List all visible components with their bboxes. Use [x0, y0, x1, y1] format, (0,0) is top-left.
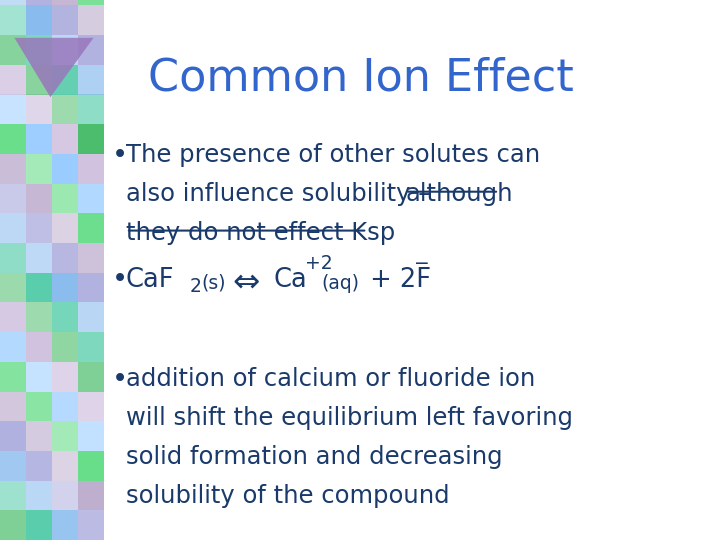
FancyBboxPatch shape — [78, 0, 104, 5]
Text: 2: 2 — [189, 277, 201, 296]
FancyBboxPatch shape — [26, 421, 52, 451]
FancyBboxPatch shape — [0, 451, 26, 481]
FancyBboxPatch shape — [104, 0, 720, 540]
Text: Ca: Ca — [274, 267, 307, 293]
FancyBboxPatch shape — [78, 332, 104, 362]
Text: •: • — [112, 367, 127, 393]
FancyBboxPatch shape — [52, 94, 78, 124]
FancyBboxPatch shape — [52, 392, 78, 421]
FancyBboxPatch shape — [0, 481, 26, 510]
FancyBboxPatch shape — [52, 213, 78, 243]
Text: will shift the equilibrium left favoring: will shift the equilibrium left favoring — [126, 406, 573, 430]
FancyBboxPatch shape — [52, 510, 78, 540]
FancyBboxPatch shape — [52, 362, 78, 392]
FancyBboxPatch shape — [78, 481, 104, 510]
FancyBboxPatch shape — [78, 362, 104, 392]
FancyBboxPatch shape — [78, 184, 104, 213]
Text: addition of calcium or fluoride ion: addition of calcium or fluoride ion — [126, 367, 535, 391]
FancyBboxPatch shape — [52, 35, 78, 65]
FancyBboxPatch shape — [0, 213, 26, 243]
FancyBboxPatch shape — [26, 124, 52, 154]
FancyBboxPatch shape — [26, 273, 52, 302]
FancyBboxPatch shape — [0, 94, 26, 124]
FancyBboxPatch shape — [0, 184, 26, 213]
FancyBboxPatch shape — [26, 243, 52, 273]
FancyBboxPatch shape — [52, 332, 78, 362]
FancyBboxPatch shape — [26, 94, 52, 124]
FancyBboxPatch shape — [52, 451, 78, 481]
Text: +2: +2 — [305, 254, 332, 273]
Text: •: • — [112, 267, 127, 293]
FancyBboxPatch shape — [0, 392, 26, 421]
Text: (aq): (aq) — [322, 274, 360, 293]
FancyBboxPatch shape — [0, 273, 26, 302]
FancyBboxPatch shape — [26, 0, 52, 5]
FancyBboxPatch shape — [0, 35, 26, 65]
FancyBboxPatch shape — [78, 94, 104, 124]
Text: solubility of the compound: solubility of the compound — [126, 484, 449, 508]
FancyBboxPatch shape — [26, 154, 52, 184]
FancyBboxPatch shape — [52, 0, 78, 5]
FancyBboxPatch shape — [52, 154, 78, 184]
Text: they do not effect Ksp: they do not effect Ksp — [126, 221, 395, 245]
FancyBboxPatch shape — [78, 451, 104, 481]
FancyBboxPatch shape — [0, 243, 26, 273]
FancyBboxPatch shape — [78, 213, 104, 243]
FancyBboxPatch shape — [52, 481, 78, 510]
FancyBboxPatch shape — [26, 213, 52, 243]
FancyBboxPatch shape — [52, 273, 78, 302]
FancyBboxPatch shape — [78, 302, 104, 332]
Polygon shape — [14, 38, 94, 97]
FancyBboxPatch shape — [26, 302, 52, 332]
FancyBboxPatch shape — [78, 65, 104, 94]
Text: −: − — [414, 254, 430, 273]
FancyBboxPatch shape — [78, 421, 104, 451]
FancyBboxPatch shape — [52, 243, 78, 273]
FancyBboxPatch shape — [52, 184, 78, 213]
FancyBboxPatch shape — [26, 5, 52, 35]
FancyBboxPatch shape — [78, 154, 104, 184]
FancyBboxPatch shape — [0, 332, 26, 362]
Text: (s): (s) — [202, 274, 226, 293]
FancyBboxPatch shape — [26, 332, 52, 362]
Text: The presence of other solutes can: The presence of other solutes can — [126, 143, 540, 167]
Text: Common Ion Effect: Common Ion Effect — [148, 57, 573, 100]
FancyBboxPatch shape — [52, 5, 78, 35]
FancyBboxPatch shape — [78, 35, 104, 65]
FancyBboxPatch shape — [0, 65, 26, 94]
FancyBboxPatch shape — [26, 184, 52, 213]
FancyBboxPatch shape — [52, 124, 78, 154]
Text: solid formation and decreasing: solid formation and decreasing — [126, 445, 503, 469]
FancyBboxPatch shape — [0, 362, 26, 392]
Text: •: • — [112, 143, 127, 169]
FancyBboxPatch shape — [78, 5, 104, 35]
FancyBboxPatch shape — [26, 481, 52, 510]
Text: + 2F: + 2F — [362, 267, 431, 293]
FancyBboxPatch shape — [78, 243, 104, 273]
FancyBboxPatch shape — [52, 65, 78, 94]
FancyBboxPatch shape — [0, 0, 26, 5]
FancyBboxPatch shape — [26, 510, 52, 540]
FancyBboxPatch shape — [78, 273, 104, 302]
Text: also influence solubility –: also influence solubility – — [126, 182, 438, 206]
FancyBboxPatch shape — [0, 5, 26, 35]
FancyBboxPatch shape — [0, 302, 26, 332]
FancyBboxPatch shape — [0, 421, 26, 451]
Text: although: although — [405, 182, 513, 206]
FancyBboxPatch shape — [52, 302, 78, 332]
Text: CaF: CaF — [126, 267, 174, 293]
Text: ⇔: ⇔ — [233, 266, 260, 299]
FancyBboxPatch shape — [26, 392, 52, 421]
FancyBboxPatch shape — [78, 510, 104, 540]
FancyBboxPatch shape — [0, 510, 26, 540]
FancyBboxPatch shape — [26, 65, 52, 94]
FancyBboxPatch shape — [78, 124, 104, 154]
FancyBboxPatch shape — [26, 362, 52, 392]
FancyBboxPatch shape — [52, 421, 78, 451]
FancyBboxPatch shape — [26, 451, 52, 481]
FancyBboxPatch shape — [26, 35, 52, 65]
FancyBboxPatch shape — [0, 154, 26, 184]
FancyBboxPatch shape — [78, 392, 104, 421]
FancyBboxPatch shape — [0, 124, 26, 154]
